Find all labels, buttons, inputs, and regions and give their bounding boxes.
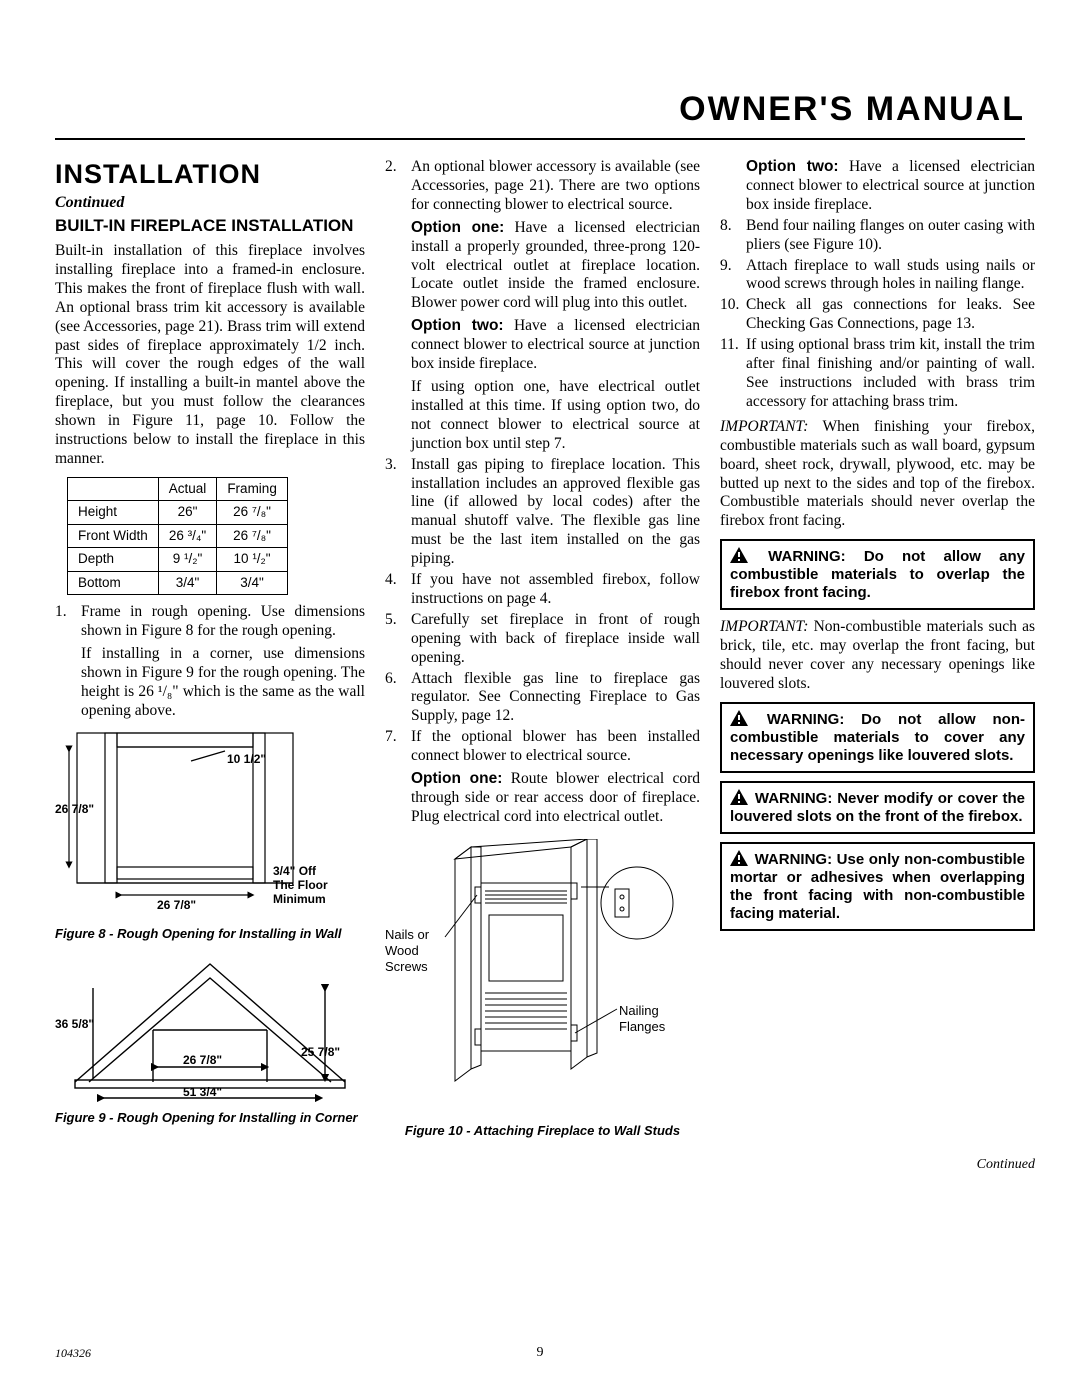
th-framing: Framing xyxy=(217,477,288,500)
step-10: 10.Check all gas connections for leaks. … xyxy=(720,296,1035,334)
step-list-col3: Option two: Have a licensed electrician … xyxy=(720,158,1035,412)
header-title: OWNER'S MANUAL xyxy=(679,90,1025,129)
fig10-flange-l2: Flanges xyxy=(619,1019,666,1034)
warning-icon xyxy=(730,710,748,726)
cell: 9 ¹/₂" xyxy=(158,548,217,571)
continued-bottom: Continued xyxy=(977,1156,1035,1173)
step-8: 8.Bend four nailing flanges on outer cas… xyxy=(720,217,1035,255)
step-2-opt1: Option one: Have a licensed electrician … xyxy=(411,219,700,314)
step-9: 9.Attach fireplace to wall studs using n… xyxy=(720,257,1035,295)
table-row: Front Width 26 ³/₄" 26 ⁷/₈" xyxy=(68,524,288,547)
step-list-col1: 1. Frame in rough opening. Use dimension… xyxy=(55,603,365,720)
important-2: IMPORTANT: Non-combustible materials suc… xyxy=(720,618,1035,694)
header-rule xyxy=(55,138,1025,140)
table-header-row: Actual Framing xyxy=(68,477,288,500)
cell: 26 ³/₄" xyxy=(158,524,217,547)
cell: 26" xyxy=(158,501,217,524)
cell: 10 ¹/₂" xyxy=(217,548,288,571)
cell: Front Width xyxy=(68,524,159,547)
step-2-text: An optional blower accessory is availabl… xyxy=(411,158,700,213)
column-3: Option two: Have a licensed electrician … xyxy=(720,158,1035,1149)
table-row: Depth 9 ¹/₂" 10 ¹/₂" xyxy=(68,548,288,571)
cell: 26 ⁷/₈" xyxy=(217,524,288,547)
fig9-inner-label: 26 7/8" xyxy=(183,1053,222,1067)
warning-2-text: WARNING: Do not allow non-combustible ma… xyxy=(730,711,1025,764)
step-2c-text: If using option one, have electrical out… xyxy=(411,378,700,454)
intro-paragraph: Built-in installation of this fireplace … xyxy=(55,242,365,469)
step-1b-text: If installing in a corner, use dimension… xyxy=(81,645,365,721)
cell: 3/4" xyxy=(217,571,288,594)
warning-1: WARNING: Do not allow any combustible ma… xyxy=(720,539,1035,610)
step-list-col2: 2. An optional blower accessory is avail… xyxy=(385,158,700,827)
fig9-left-label: 36 5/8" xyxy=(55,1017,94,1031)
fig9-base-label: 51 3/4" xyxy=(183,1085,222,1099)
warning-3: WARNING: Never modify or cover the louve… xyxy=(720,781,1035,834)
step-6: 6.Attach flexible gas line to fireplace … xyxy=(385,670,700,727)
step-2-opt2: Option two: Have a licensed electrician … xyxy=(411,317,700,374)
fig9-right-label: 25 7/8" xyxy=(301,1045,340,1059)
continued-label: Continued xyxy=(55,193,365,213)
figure-8-caption: Figure 8 - Rough Opening for Installing … xyxy=(55,927,365,942)
warning-3-text: WARNING: Never modify or cover the louve… xyxy=(730,790,1025,825)
column-2: 2. An optional blower accessory is avail… xyxy=(385,158,700,1149)
column-1: INSTALLATION Continued BUILT-IN FIREPLAC… xyxy=(55,158,365,1149)
cell: Height xyxy=(68,501,159,524)
figure-9: 36 5/8" 25 7/8" 26 7/8" 51 3/4" xyxy=(55,952,365,1108)
step-7-opt2-p: Option two: Have a licensed electrician … xyxy=(746,158,1035,215)
figure-10-caption: Figure 10 - Attaching Fireplace to Wall … xyxy=(385,1124,700,1139)
warning-1-text: WARNING: Do not allow any combustible ma… xyxy=(730,548,1025,601)
cell: 3/4" xyxy=(158,571,217,594)
step-4: 4.If you have not assembled firebox, fol… xyxy=(385,571,700,609)
fig8-depth-label: 10 1/2" xyxy=(227,752,266,766)
fig10-nails-l3: Screws xyxy=(385,959,428,974)
step-3: 3.Install gas piping to fireplace locati… xyxy=(385,456,700,569)
content-columns: INSTALLATION Continued BUILT-IN FIREPLAC… xyxy=(55,158,1025,1149)
fig10-nails-l2: Wood xyxy=(385,943,419,958)
figure-10: Nails or Wood Screws Nailing Flanges xyxy=(385,839,700,1120)
step-5: 5.Carefully set fireplace in front of ro… xyxy=(385,611,700,668)
cell: 26 ⁷/₈" xyxy=(217,501,288,524)
dimensions-table: Actual Framing Height 26" 26 ⁷/₈" Front … xyxy=(67,477,288,595)
fig8-width-label: 26 7/8" xyxy=(157,898,196,912)
fig10-flange-l1: Nailing xyxy=(619,1003,659,1018)
warning-4-text: WARNING: Use only non-combustible mortar… xyxy=(730,851,1025,922)
step-11: 11.If using optional brass trim kit, ins… xyxy=(720,336,1035,412)
table-row: Height 26" 26 ⁷/₈" xyxy=(68,501,288,524)
fig8-off-l2: The Floor xyxy=(273,878,328,892)
warning-icon xyxy=(730,789,748,805)
step-2: 2. An optional blower accessory is avail… xyxy=(385,158,700,454)
step-1: 1. Frame in rough opening. Use dimension… xyxy=(55,603,365,720)
step-7-opt1: Option one: Route blower electrical cord… xyxy=(411,770,700,827)
step-1-text: Frame in rough opening. Use dimensions s… xyxy=(81,603,365,639)
th-blank xyxy=(68,477,159,500)
fig10-nails-l1: Nails or xyxy=(385,927,430,942)
important-1: IMPORTANT: When finishing your firebox, … xyxy=(720,418,1035,531)
cell: Bottom xyxy=(68,571,159,594)
page-number: 9 xyxy=(537,1345,544,1361)
th-actual: Actual xyxy=(158,477,217,500)
cell: Depth xyxy=(68,548,159,571)
fig8-off-l3: Minimum xyxy=(273,892,326,906)
fig8-height-label: 26 7/8" xyxy=(55,802,94,816)
table-row: Bottom 3/4" 3/4" xyxy=(68,571,288,594)
figure-9-caption: Figure 9 - Rough Opening for Installing … xyxy=(55,1111,365,1126)
warning-4: WARNING: Use only non-combustible mortar… xyxy=(720,842,1035,931)
step-7-opt2: Option two: Have a licensed electrician … xyxy=(720,158,1035,215)
figure-8: 10 1/2" 26 7/8" 26 7/8" 3/4" Off The Flo… xyxy=(55,727,365,923)
step-7: 7. If the optional blower has been insta… xyxy=(385,728,700,827)
subsection-heading: BUILT-IN FIREPLACE INSTALLATION xyxy=(55,216,365,236)
section-title: INSTALLATION xyxy=(55,158,365,191)
warning-icon xyxy=(730,850,748,866)
warning-2: WARNING: Do not allow non-combustible ma… xyxy=(720,702,1035,773)
step-7-text: If the optional blower has been installe… xyxy=(411,728,700,764)
warning-icon xyxy=(730,547,748,563)
fig8-off-l1: 3/4" Off xyxy=(273,864,317,878)
